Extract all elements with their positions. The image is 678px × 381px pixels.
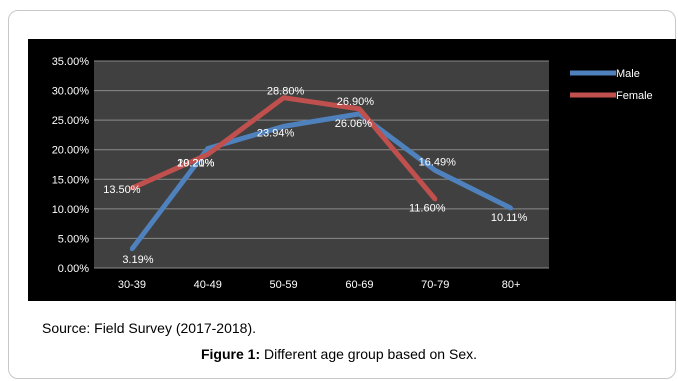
data-label: 10.11% — [491, 212, 528, 224]
data-label: 13.50% — [103, 184, 141, 196]
data-label: 28.80% — [267, 86, 305, 98]
y-tick-label: 35.00% — [52, 56, 90, 68]
x-tick-label: 40-49 — [194, 279, 222, 291]
series-line-male — [129, 111, 513, 251]
data-label: 19.20% — [177, 157, 215, 169]
data-label: 3.19% — [122, 254, 153, 266]
data-label: 26.90% — [337, 96, 375, 108]
data-label: 26.06% — [335, 118, 373, 130]
data-label: 23.94% — [257, 127, 295, 139]
x-tick-label: 50-59 — [270, 279, 298, 291]
data-point — [433, 168, 438, 173]
x-tick-label: 60-69 — [345, 279, 373, 291]
y-tick-label: 10.00% — [52, 204, 90, 216]
data-point — [433, 197, 438, 202]
data-label: 16.49% — [419, 156, 457, 168]
legend-label: Female — [616, 90, 653, 102]
y-tick-label: 15.00% — [52, 174, 90, 186]
x-tick-label: 70-79 — [421, 279, 449, 291]
data-point — [205, 146, 210, 151]
figure-caption-text: Different age group based on Sex. — [260, 346, 477, 362]
y-tick-label: 5.00% — [58, 233, 89, 245]
chart-area: 0.00% 5.00% 10.00% 15.00% 20.00% 25.00% 30.00%… — [28, 39, 676, 301]
data-label: 20.21% — [177, 157, 215, 169]
x-tick-label: 80+ — [502, 279, 521, 291]
line-chart: 0.00% 5.00% 10.00% 15.00% 20.00% 25.00% 30.00%… — [52, 56, 653, 291]
x-tick-label: 30-39 — [118, 279, 146, 291]
data-point — [129, 186, 134, 191]
y-tick-label: 25.00% — [52, 115, 90, 127]
plot-area — [94, 61, 549, 268]
y-tick-label: 30.00% — [52, 86, 90, 98]
data-point — [205, 152, 210, 157]
data-point — [129, 247, 134, 252]
data-point — [509, 206, 514, 211]
data-point — [281, 124, 286, 129]
data-point — [357, 106, 362, 111]
source-note: Source: Field Survey (2017-2018). — [42, 320, 256, 336]
data-point — [281, 95, 286, 100]
y-tick-label: 20.00% — [52, 145, 90, 157]
figure-caption-label: Figure 1: — [200, 346, 261, 362]
y-tick-label: 0.00% — [58, 263, 89, 275]
legend-label: Male — [616, 68, 640, 80]
figure-caption: Figure 1: Different age group based on S… — [0, 346, 678, 362]
data-label: 11.60% — [409, 202, 446, 214]
